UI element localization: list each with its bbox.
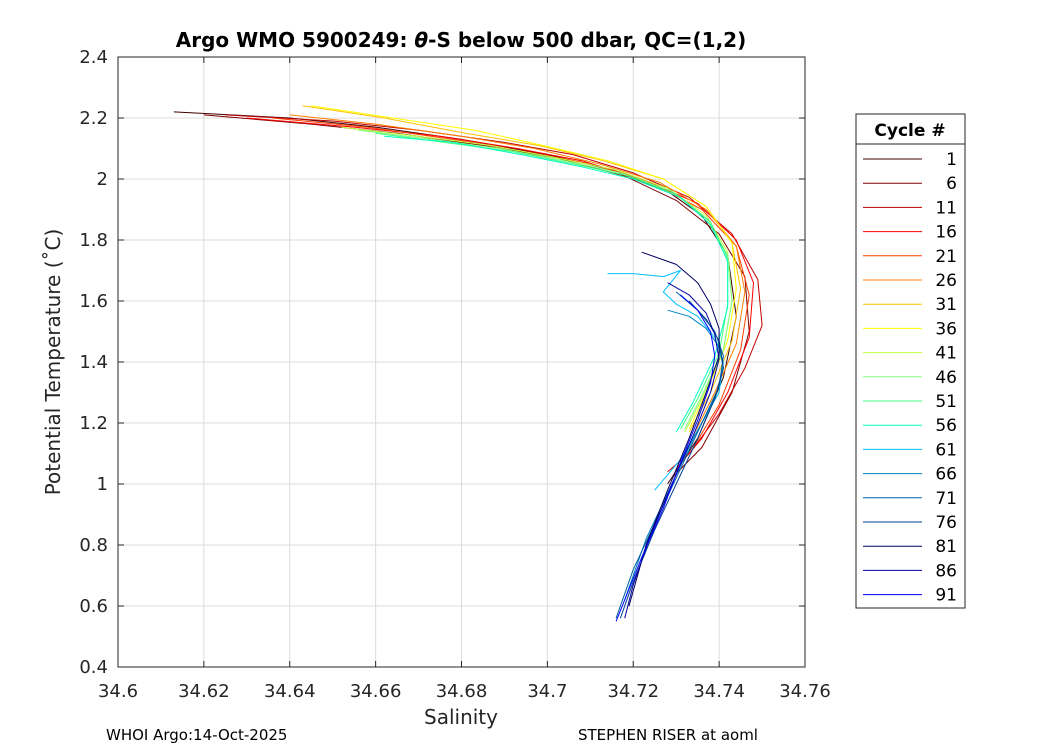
legend-label-31: 31 bbox=[935, 295, 957, 315]
y-tick-label: 1.8 bbox=[79, 230, 108, 251]
legend: Cycle # 16111621263136414651566166717681… bbox=[855, 113, 966, 609]
legend-label-91: 91 bbox=[935, 586, 957, 606]
y-tick-label: 2.4 bbox=[79, 47, 108, 68]
series-line-cycle-81 bbox=[628, 251, 720, 607]
y-tick-label: 2.2 bbox=[79, 108, 108, 129]
series-line-cycle-16 bbox=[246, 117, 754, 470]
legend-label-81: 81 bbox=[935, 537, 957, 557]
legend-label-51: 51 bbox=[935, 392, 957, 412]
legend-label-21: 21 bbox=[935, 247, 957, 267]
chart-title-prefix: Argo WMO 5900249: bbox=[176, 28, 415, 52]
legend-label-41: 41 bbox=[935, 344, 957, 364]
legend-label-16: 16 bbox=[935, 223, 957, 243]
y-tick-label: 0.8 bbox=[79, 535, 108, 556]
series-line-cycle-71 bbox=[615, 291, 724, 619]
y-tick-label: 0.4 bbox=[79, 657, 108, 678]
series-line-cycle-21 bbox=[272, 117, 750, 448]
y-tick-label: 1.2 bbox=[79, 413, 108, 434]
x-tick-label: 34.68 bbox=[436, 681, 488, 702]
y-tick-label: 0.6 bbox=[79, 596, 108, 617]
grid-lines bbox=[117, 56, 806, 668]
x-tick-label: 34.7 bbox=[527, 681, 567, 702]
x-tick-label: 34.66 bbox=[350, 681, 402, 702]
series-line-cycle-11 bbox=[225, 114, 763, 473]
chart-title-theta: θ bbox=[414, 28, 428, 52]
chart-title: Argo WMO 5900249: θ-S below 500 dbar, QC… bbox=[176, 28, 746, 52]
series-line-cycle-86 bbox=[624, 282, 720, 619]
legend-label-71: 71 bbox=[935, 489, 957, 509]
series-line-cycle-26 bbox=[289, 114, 746, 436]
series-line-cycle-36 bbox=[311, 105, 737, 430]
x-tick-label: 34.76 bbox=[779, 681, 831, 702]
legend-label-6: 6 bbox=[946, 174, 957, 194]
axis-ticks: 34.6 34.62 34.64 34.66 34.68 34.7 34.72 34.74 34… bbox=[79, 47, 830, 702]
series-line-cycle-91 bbox=[615, 294, 716, 622]
legend-label-76: 76 bbox=[935, 513, 957, 533]
footer-credit-right: STEPHEN RISER at aoml bbox=[578, 726, 758, 744]
series-line-cycle-1 bbox=[173, 111, 737, 485]
y-tick-label: 1 bbox=[97, 474, 108, 495]
series-line-cycle-51 bbox=[375, 132, 729, 430]
y-tick-label: 2 bbox=[97, 169, 108, 190]
x-tick-label: 34.74 bbox=[693, 681, 745, 702]
x-tick-label: 34.62 bbox=[178, 681, 230, 702]
y-tick-label: 1.4 bbox=[79, 352, 108, 373]
legend-label-56: 56 bbox=[935, 416, 957, 436]
legend-label-36: 36 bbox=[935, 319, 957, 339]
series-line-cycle-76 bbox=[619, 300, 724, 619]
legend-label-26: 26 bbox=[935, 271, 957, 291]
y-axis-label: Potential Temperature (˚C) bbox=[41, 229, 65, 496]
series-line-cycle-46 bbox=[358, 129, 733, 430]
legend-label-61: 61 bbox=[935, 440, 957, 460]
footer-credit-left: WHOI Argo:14-Oct-2025 bbox=[106, 726, 288, 744]
legend-label-46: 46 bbox=[935, 368, 957, 388]
x-tick-label: 34.72 bbox=[607, 681, 659, 702]
legend-label-11: 11 bbox=[935, 198, 957, 218]
legend-label-66: 66 bbox=[935, 465, 957, 485]
x-axis-label: Salinity bbox=[424, 705, 498, 729]
series-line-cycle-56 bbox=[384, 135, 729, 433]
chart-title-suffix: -S below 500 dbar, QC=(1,2) bbox=[428, 28, 746, 52]
legend-label-86: 86 bbox=[935, 561, 957, 581]
y-tick-label: 1.6 bbox=[79, 291, 108, 312]
x-tick-label: 34.6 bbox=[98, 681, 138, 702]
x-tick-label: 34.64 bbox=[264, 681, 316, 702]
legend-box bbox=[855, 113, 966, 609]
plot-series bbox=[173, 105, 763, 622]
legend-title: Cycle # bbox=[874, 121, 945, 141]
legend-label-1: 1 bbox=[946, 150, 957, 170]
